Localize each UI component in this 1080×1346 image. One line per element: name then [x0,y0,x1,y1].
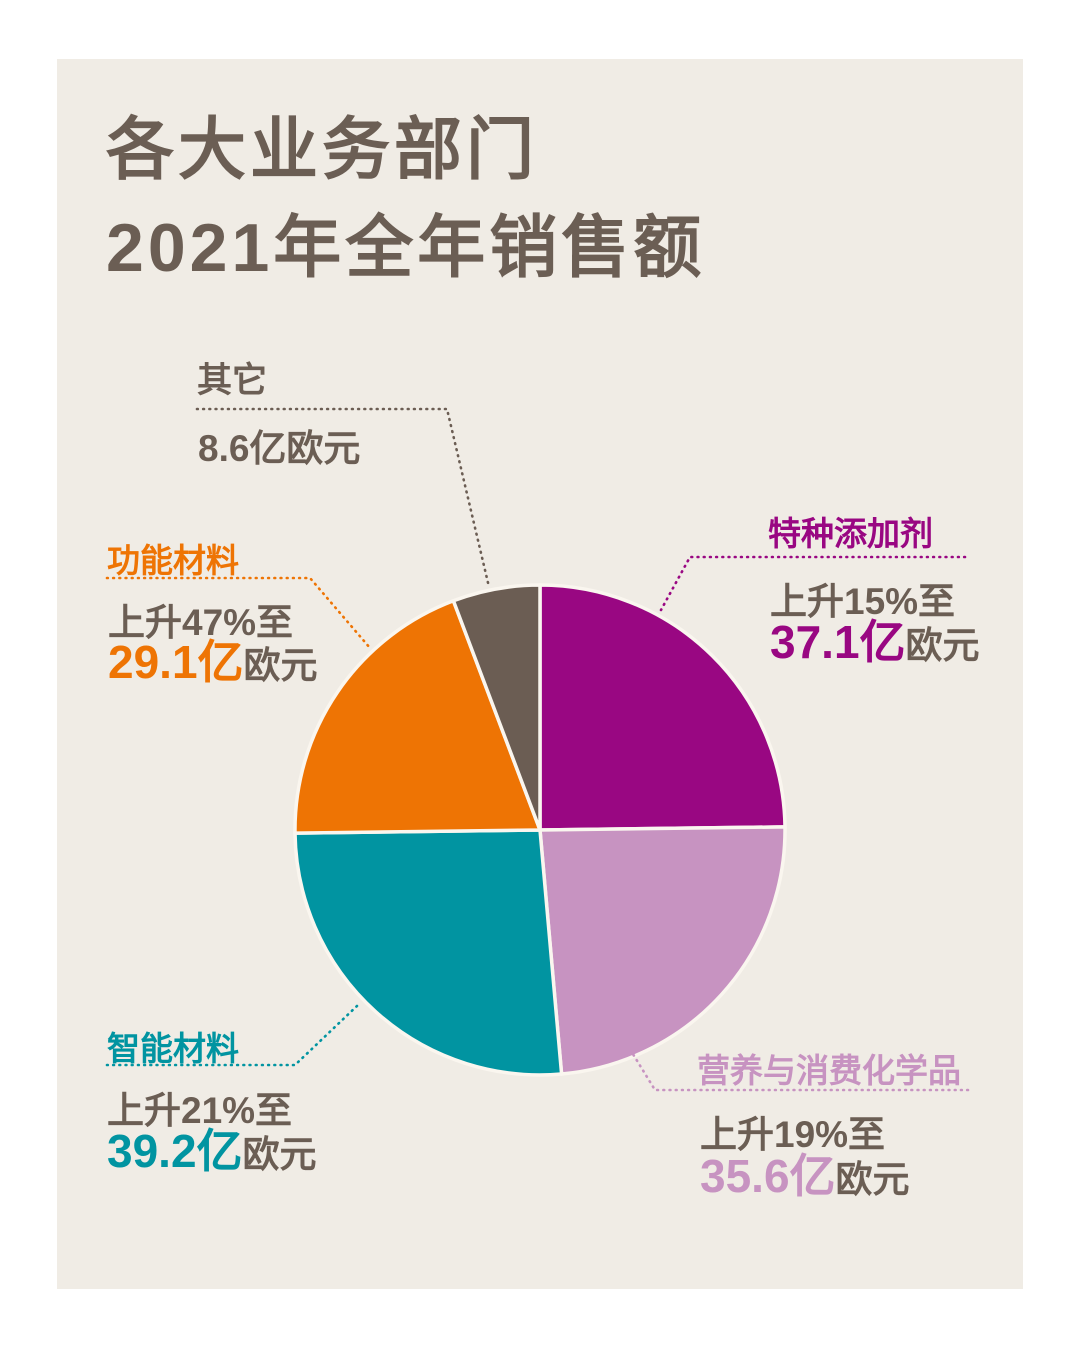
label-value-smart-materials: 39.2亿欧元 [107,1115,317,1181]
title-line-2: 2021年全年销售额 [106,209,706,286]
label-change-functional-materials: 上升47%至 [108,602,294,643]
label-value-specialty-additives: 37.1亿欧元 [770,606,980,672]
label-change-specialty-additives: 上升15%至 [770,581,956,622]
pie-slice-smart-materials [293,828,564,1077]
label-value-other: 8.6亿欧元 [198,428,361,469]
chart-title: 各大业务部门 2021年全年销售额 [106,102,705,298]
label-unit-functional-materials: 欧元 [243,645,318,686]
label-amount-specialty-additives: 37.1亿 [770,616,906,668]
pie-slice-other [451,583,542,832]
pie-slice-specialty-additives [538,583,787,832]
label-unit-specialty-additives: 欧元 [905,625,980,666]
label-unit-smart-materials: 欧元 [242,1134,317,1175]
label-name-specialty-additives: 特种添加剂 [768,515,933,552]
title-line-1: 各大业务部门 [106,112,539,188]
pie-slice-nutrition-consumer-chemicals [538,825,787,1076]
label-amount-functional-materials: 29.1亿 [108,636,244,688]
label-value-functional-materials: 29.1亿欧元 [108,626,318,692]
label-name-smart-materials: 智能材料 [107,1030,239,1067]
label-amount-smart-materials: 39.2亿 [107,1125,243,1177]
pie-slices [293,583,787,1077]
label-amount-nutrition-consumer-chemicals: 35.6亿 [700,1150,836,1202]
label-name-functional-materials: 功能材料 [107,542,239,579]
label-change-nutrition-consumer-chemicals: 上升19%至 [700,1114,886,1155]
label-unit-nutrition-consumer-chemicals: 欧元 [835,1159,910,1200]
label-name-other: 其它 [197,361,268,400]
pie-slice-functional-materials [293,599,542,835]
label-value-nutrition-consumer-chemicals: 35.6亿欧元 [700,1140,910,1206]
pie-chart [293,583,787,1077]
label-name-nutrition-consumer-chemicals: 营养与消费化学品 [697,1052,961,1089]
label-change-smart-materials: 上升21%至 [107,1090,293,1131]
